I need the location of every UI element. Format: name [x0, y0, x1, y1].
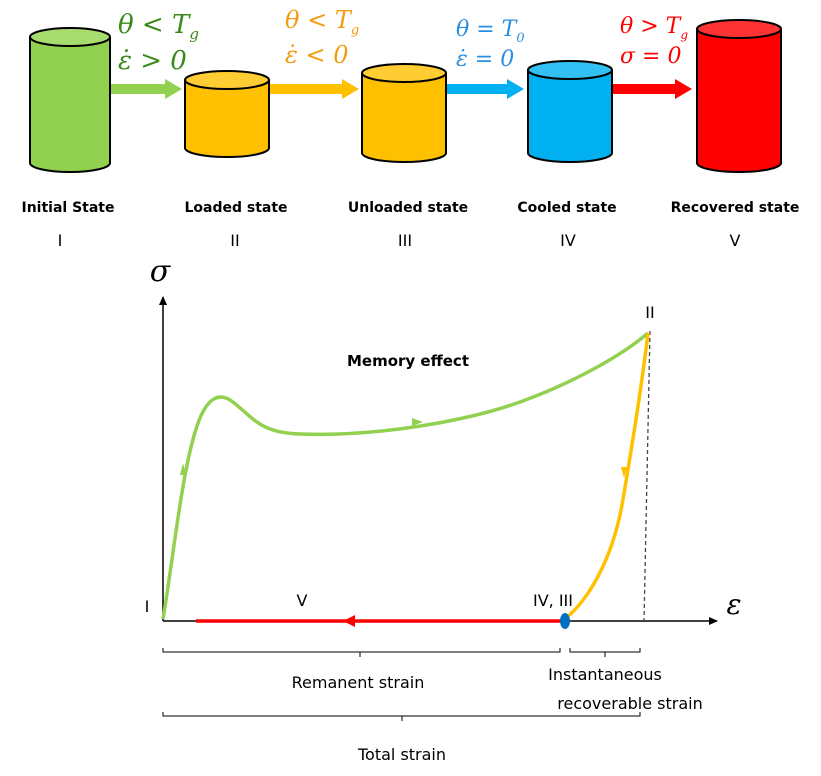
transition-arrow-3 — [447, 79, 524, 99]
label-total-strain: Total strain — [357, 745, 446, 764]
transition-2-subscript: g — [351, 23, 359, 38]
transition-1-line1: θ < T — [118, 10, 191, 40]
transition-1-subscript: g — [189, 25, 199, 43]
state-label-unloaded: Unloaded state — [348, 200, 468, 216]
loading-arrowhead-1 — [180, 463, 186, 475]
cylinder-loaded — [184, 70, 270, 158]
unloading-curve — [564, 332, 650, 620]
transition-label-3: θ = T0 ε̇ = 0 — [456, 17, 525, 72]
state-labels: Initial State Loaded state Unloaded stat… — [22, 200, 800, 216]
transition-1-line2: ε̇ > 0 — [118, 46, 187, 76]
stress-strain-graph: σ ε Memory effect II I V IV, III Remanen… — [145, 254, 742, 764]
label-remanent-strain: Remanent strain — [292, 673, 425, 692]
unloading-arrowhead — [621, 467, 627, 478]
state-label-initial: Initial State — [22, 200, 115, 216]
state-numeral-3: III — [398, 231, 412, 250]
loading-arrowhead-2 — [412, 418, 423, 426]
dashed-drop-line — [643, 330, 651, 622]
state-numeral-1: I — [58, 231, 63, 250]
svg-text:θ < Tg: θ < Tg — [118, 10, 199, 43]
cylinder-cooled — [527, 60, 613, 163]
graph-title: Memory effect — [347, 352, 469, 370]
transition-label-1: θ < Tg ε̇ > 0 — [118, 10, 199, 76]
transition-4-subscript: g — [680, 28, 688, 42]
state-numeral-5: V — [730, 231, 741, 250]
brace-total — [162, 712, 641, 721]
transition-arrow-4 — [613, 79, 692, 99]
transition-label-4: θ > Tg σ = 0 — [620, 14, 688, 69]
loading-curve — [161, 331, 650, 620]
svg-text:θ > Tg: θ > Tg — [620, 14, 688, 42]
label-instant-line2: recoverable strain — [557, 694, 702, 713]
recovery-arrowhead — [343, 615, 355, 627]
transition-arrow-2 — [270, 79, 359, 99]
transition-3-subscript: 0 — [516, 31, 524, 46]
label-point-II: II — [645, 303, 654, 322]
transition-arrow-1 — [111, 79, 182, 99]
state-numerals: I II III IV V — [58, 231, 741, 250]
brace-instantaneous — [569, 648, 641, 657]
transition-2-line2: ε̇ < 0 — [285, 41, 349, 69]
transition-2-line1: θ < T — [285, 6, 353, 34]
state-label-loaded: Loaded state — [184, 200, 287, 216]
x-axis-symbol: ε — [726, 588, 741, 621]
state-label-recovered: Recovered state — [671, 200, 800, 216]
y-axis-symbol: σ — [150, 254, 172, 289]
label-instant-line1: Instantaneous — [548, 665, 662, 684]
transition-3-line1: θ = T — [456, 17, 519, 42]
transition-4-line2: σ = 0 — [620, 44, 681, 69]
transition-4-line1: θ > T — [620, 14, 683, 39]
state-numeral-2: II — [230, 231, 239, 250]
state-numeral-4: IV — [560, 231, 576, 250]
point-cooled-unloaded — [560, 613, 570, 629]
state-label-cooled: Cooled state — [517, 200, 616, 216]
transition-label-2: θ < Tg ε̇ < 0 — [285, 6, 359, 69]
cylinder-initial — [29, 27, 111, 173]
brace-remanent — [162, 648, 561, 657]
cylinder-recovered — [696, 19, 782, 173]
svg-text:θ < Tg: θ < Tg — [285, 6, 359, 38]
cylinder-unloaded — [361, 63, 447, 163]
transition-3-line2: ε̇ = 0 — [456, 47, 514, 72]
svg-text:θ = T0: θ = T0 — [456, 17, 525, 46]
label-point-IV-III: IV, III — [533, 591, 573, 610]
label-point-V: V — [297, 591, 308, 610]
label-point-I: I — [145, 597, 150, 616]
